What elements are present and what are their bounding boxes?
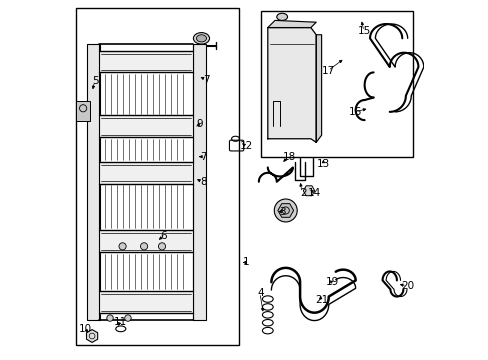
Text: 7: 7 <box>200 152 206 162</box>
Text: 21: 21 <box>314 295 327 305</box>
Text: 11: 11 <box>114 317 127 327</box>
Bar <box>260 12 412 157</box>
Text: 7: 7 <box>203 75 210 85</box>
Polygon shape <box>316 35 321 142</box>
Circle shape <box>140 243 147 250</box>
Ellipse shape <box>193 33 209 44</box>
Ellipse shape <box>196 35 206 42</box>
Text: 16: 16 <box>348 107 362 117</box>
Polygon shape <box>99 291 192 313</box>
Text: 5: 5 <box>92 76 99 86</box>
Polygon shape <box>99 162 192 184</box>
Polygon shape <box>99 51 192 72</box>
Circle shape <box>274 199 297 222</box>
Polygon shape <box>99 116 192 137</box>
Circle shape <box>106 315 113 321</box>
Bar <box>76 8 239 345</box>
Text: 14: 14 <box>307 188 321 198</box>
Bar <box>192 44 206 320</box>
Polygon shape <box>267 21 316 28</box>
Circle shape <box>158 243 165 250</box>
Text: 1: 1 <box>243 257 249 267</box>
Bar <box>76 101 90 121</box>
Text: 18: 18 <box>282 152 295 162</box>
Polygon shape <box>99 230 192 252</box>
Text: 10: 10 <box>78 324 91 334</box>
Text: 17: 17 <box>322 66 335 76</box>
Text: 3: 3 <box>278 207 285 217</box>
Text: 4: 4 <box>257 288 264 298</box>
Bar <box>86 44 100 320</box>
Text: 15: 15 <box>357 26 370 36</box>
Text: 19: 19 <box>325 277 338 287</box>
Text: 13: 13 <box>316 159 329 169</box>
Text: 20: 20 <box>400 281 413 291</box>
Text: 8: 8 <box>200 177 206 187</box>
Text: 6: 6 <box>160 231 167 240</box>
Text: 2: 2 <box>300 188 306 198</box>
Circle shape <box>119 243 126 250</box>
Text: 12: 12 <box>239 141 252 151</box>
Text: 9: 9 <box>196 120 203 129</box>
Polygon shape <box>267 28 316 142</box>
Circle shape <box>124 315 131 321</box>
Ellipse shape <box>276 13 287 21</box>
